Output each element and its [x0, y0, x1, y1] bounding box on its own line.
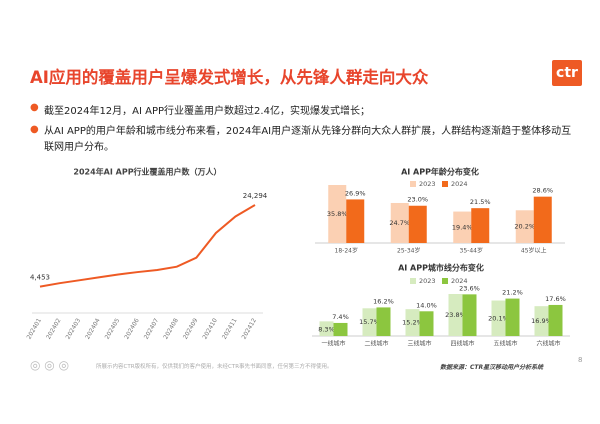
x-tick-label: 202408: [162, 317, 180, 340]
x-tick-label: 一线城市: [321, 340, 345, 348]
line: [39, 204, 256, 288]
data-source: 数据来源：CTR星汉移动用户分析系统: [440, 364, 544, 371]
bar: [462, 294, 477, 336]
x-tick-label: 202404: [84, 317, 102, 340]
x-tick-label: 35-44岁: [460, 247, 483, 255]
bar: [471, 208, 490, 243]
x-tick-label: 18-24岁: [335, 247, 358, 255]
bar: [533, 196, 552, 243]
legend-label: 2024: [451, 180, 468, 188]
data-label: 14.0%: [416, 301, 437, 309]
bullet-dot: ●: [30, 102, 39, 113]
bar: [505, 298, 520, 336]
x-tick-label: 45岁以上: [521, 247, 547, 255]
bar: [362, 308, 377, 336]
data-label: 23.8%: [445, 311, 466, 319]
bullet: 从AI APP的用户年龄和城市线分布来看，2024年AI用户逐渐从先锋分群向大众…: [44, 126, 572, 153]
data-label: 20.2%: [514, 223, 535, 231]
data-label: 17.6%: [545, 295, 566, 303]
data-label: 16.9%: [531, 317, 552, 325]
data-label: 19.4%: [452, 223, 473, 231]
chart-title: 2024年AI APP行业覆盖用户数（万人）: [73, 167, 221, 177]
bar: [534, 306, 549, 336]
footer-icons: ◎ ◎ ◎: [30, 358, 70, 372]
bar: [319, 321, 334, 336]
data-label: 28.6%: [532, 187, 553, 195]
x-tick-label: 六线城市: [536, 340, 560, 348]
x-tick-label: 三线城市: [407, 340, 431, 348]
data-label: 24.7%: [389, 219, 410, 227]
legend-swatch: [410, 181, 416, 187]
x-tick-label: 202412: [241, 317, 259, 340]
bar: [419, 311, 434, 336]
bar: [548, 304, 563, 336]
x-tick-label: 202405: [104, 317, 122, 340]
bar: [491, 300, 506, 336]
x-tick-label: 202406: [123, 317, 141, 340]
bullet: 截至2024年12月，AI APP行业覆盖用户数超过2.4亿，实现爆发式增长；: [44, 106, 370, 117]
data-label: 23.6%: [459, 284, 480, 292]
chart-title: AI APP年龄分布变化: [401, 167, 479, 177]
x-tick-label: 202402: [45, 317, 63, 340]
data-label: 21.2%: [502, 289, 523, 297]
page-number: 8: [578, 356, 583, 364]
bar: [346, 199, 365, 243]
data-label: 4,453: [30, 274, 50, 282]
bar: [390, 202, 409, 243]
x-tick-label: 25-34岁: [397, 247, 420, 255]
x-tick-label: 四线城市: [450, 340, 474, 348]
x-tick-label: 202403: [65, 317, 83, 340]
bar: [453, 211, 472, 243]
x-tick-label: 202409: [182, 317, 200, 340]
data-label: 23.0%: [407, 196, 428, 204]
legend-label: 2023: [419, 277, 436, 285]
bar: [408, 205, 427, 243]
data-label: 35.8%: [327, 210, 348, 218]
data-label: 21.5%: [470, 198, 491, 206]
bar: [376, 307, 391, 336]
logo: ctr: [552, 60, 582, 86]
data-label: 15.2%: [402, 319, 423, 327]
data-label: 26.9%: [345, 189, 366, 197]
x-tick-label: 202401: [26, 317, 44, 340]
bar: [328, 185, 347, 243]
legend-swatch: [442, 181, 448, 187]
data-label: 24,294: [243, 192, 268, 200]
slide-title: AI应用的覆盖用户呈爆发式增长，从先锋人群走向大众: [30, 68, 429, 87]
legend-swatch: [410, 278, 416, 284]
data-label: 7.4%: [332, 313, 349, 321]
data-label: 15.7%: [359, 318, 380, 326]
data-label: 20.1%: [488, 314, 509, 322]
legend-label: 2023: [419, 180, 436, 188]
data-label: 8.3%: [318, 325, 335, 333]
x-tick-label: 二线城市: [364, 340, 388, 348]
bar: [515, 210, 534, 243]
x-tick-label: 202411: [221, 317, 239, 340]
legend-swatch: [442, 278, 448, 284]
bar: [405, 309, 420, 336]
legend-label: 2024: [451, 277, 468, 285]
bar: [448, 294, 463, 336]
bullet-dot: ●: [30, 124, 39, 135]
copyright: 所展示内容CTR版权所有，仅供我们的客户使用，未经CTR事先书面同意，任何第三方…: [96, 364, 333, 370]
x-tick-label: 202407: [143, 317, 161, 340]
chart-title: AI APP城市线分布变化: [398, 263, 484, 273]
x-tick-label: 202410: [201, 317, 219, 340]
x-tick-label: 五线城市: [493, 340, 517, 348]
bar: [333, 322, 348, 336]
data-label: 16.2%: [373, 297, 394, 305]
